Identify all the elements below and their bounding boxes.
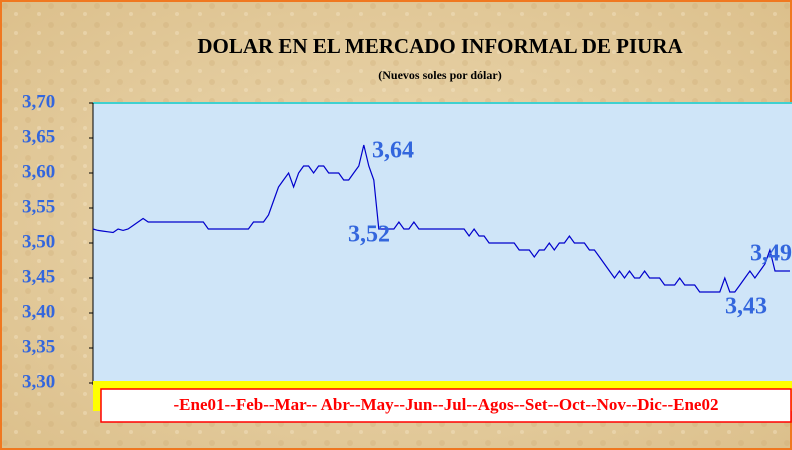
x-axis-label-box — [100, 388, 792, 423]
data-line — [92, 144, 790, 293]
y-tick-label: 3,35 — [22, 336, 55, 357]
plot-background — [93, 103, 792, 383]
chart-title: DOLAR EN EL MERCADO INFORMAL DE PIURA — [197, 34, 683, 58]
y-tick-label: 3,40 — [22, 301, 55, 322]
y-tick-label: 3,55 — [22, 196, 55, 217]
x-axis-label: -Ene01--Feb--Mar-- Abr--May--Jun--Jul--A… — [174, 395, 719, 414]
annotation: 3,52 — [348, 222, 390, 248]
annotation: 3,43 — [725, 294, 767, 320]
y-tick-label: 3,65 — [22, 126, 55, 147]
chart-subtitle: (Nuevos soles por dólar) — [378, 68, 501, 82]
annotation: 3,49 — [750, 241, 792, 267]
y-tick-label: 3,45 — [22, 266, 55, 287]
y-tick-label: 3,30 — [22, 371, 55, 392]
annotation: 3,64 — [372, 138, 414, 164]
y-tick-label: 3,60 — [22, 161, 55, 182]
y-tick-label: 3,70 — [22, 91, 55, 112]
y-tick-label: 3,50 — [22, 231, 55, 252]
